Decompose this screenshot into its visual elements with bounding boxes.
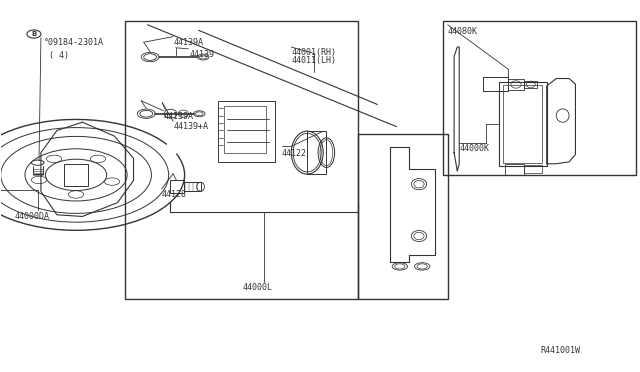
- Text: 44139A: 44139A: [173, 38, 203, 47]
- Text: 44122: 44122: [282, 149, 307, 158]
- Text: 44128: 44128: [162, 190, 187, 199]
- Text: 44080K: 44080K: [448, 27, 477, 36]
- Text: 44011(LH): 44011(LH): [291, 55, 336, 65]
- Bar: [483, 77, 508, 92]
- Text: 44000L: 44000L: [242, 283, 272, 292]
- Bar: [508, 79, 524, 90]
- Bar: [307, 131, 326, 174]
- Bar: [64, 164, 88, 186]
- Text: 44139A: 44139A: [164, 112, 193, 121]
- Text: B: B: [31, 31, 36, 37]
- Text: 44000DA: 44000DA: [15, 212, 50, 221]
- Text: 44139: 44139: [189, 50, 214, 59]
- Bar: [499, 82, 547, 166]
- Bar: [503, 85, 542, 163]
- Text: 44000K: 44000K: [460, 144, 489, 154]
- Bar: [224, 106, 266, 153]
- Text: R441001W: R441001W: [540, 346, 580, 355]
- Text: 44001(RH): 44001(RH): [291, 48, 336, 57]
- Bar: [170, 180, 184, 193]
- Bar: [125, 21, 358, 299]
- Bar: [218, 101, 275, 162]
- Text: 44139+A: 44139+A: [173, 122, 208, 131]
- Bar: [358, 134, 448, 299]
- Bar: [524, 81, 537, 88]
- Bar: [184, 182, 200, 191]
- Bar: [524, 164, 542, 173]
- Text: ( 4): ( 4): [49, 51, 68, 60]
- Bar: [505, 164, 524, 175]
- Text: °09184-2301A: °09184-2301A: [44, 38, 104, 47]
- Bar: [444, 21, 636, 175]
